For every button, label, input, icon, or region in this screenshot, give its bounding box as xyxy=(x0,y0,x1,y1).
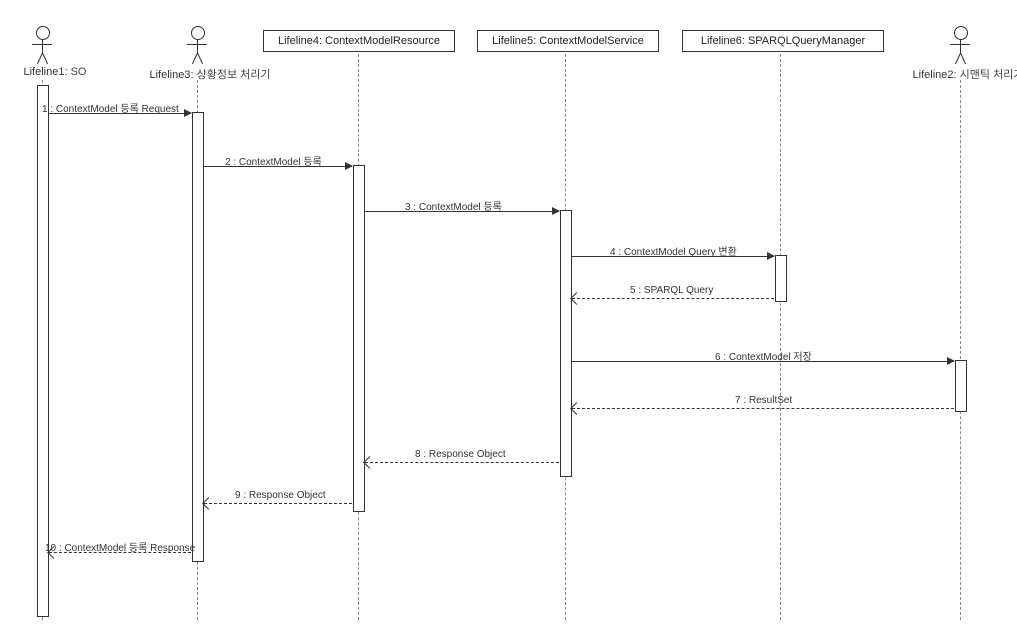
msg-7-arrow xyxy=(570,402,583,415)
msg-5-arrow xyxy=(570,292,583,305)
msg-2-label: 2 : ContextModel 등록 xyxy=(225,153,322,168)
msg-2-arrow xyxy=(345,162,353,170)
lifeline-L2-prefix: Lifeline2: xyxy=(913,69,957,81)
msg-6-label: 6 : ContextModel 저장 xyxy=(715,348,812,363)
activation-L3 xyxy=(192,112,204,562)
activation-L6 xyxy=(775,255,787,302)
lifeline-L5-label: Lifeline5: ContextModelService xyxy=(492,35,644,47)
activation-L2 xyxy=(955,360,967,412)
sequence-diagram: Lifeline1: SO Lifeline3: 상황정보 처리기 Lifeli… xyxy=(0,0,1017,625)
activation-L4 xyxy=(353,165,365,512)
msg-9-arrow xyxy=(202,497,215,510)
msg-6-arrow xyxy=(947,357,955,365)
msg-5-label: 5 : SPARQL Query xyxy=(630,285,713,296)
msg-4-arrow xyxy=(767,252,775,260)
msg-5-line xyxy=(572,298,774,299)
msg-1-arrow xyxy=(184,109,192,117)
msg-9-line xyxy=(204,503,352,504)
msg-7-label: 7 : ResultSet xyxy=(735,395,792,406)
activation-L1 xyxy=(37,85,49,617)
lifeline-L6-label: Lifeline6: SPARQLQueryManager xyxy=(701,35,865,47)
msg-3-arrow xyxy=(552,207,560,215)
msg-10-label: 10 : ContextModel 등록 Response xyxy=(45,539,195,554)
lifeline-L1-prefix: Lifeline1: xyxy=(23,66,67,78)
activation-L5 xyxy=(560,210,572,477)
lifeline-box-L6: Lifeline6: SPARQLQueryManager xyxy=(682,30,884,52)
lifeline-L3-prefix: Lifeline3: xyxy=(149,69,193,81)
lifeline-L4-label: Lifeline4: ContextModelResource xyxy=(278,35,440,47)
msg-9-label: 9 : Response Object xyxy=(235,490,326,501)
lifeline-dash-L2 xyxy=(960,80,961,620)
msg-4-label: 4 : ContextModel Query 변환 xyxy=(610,243,737,258)
msg-8-label: 8 : Response Object xyxy=(415,449,506,460)
msg-8-arrow xyxy=(363,456,376,469)
lifeline-L3-label: 상황정보 처리기 xyxy=(197,69,271,81)
msg-3-label: 3 : ContextModel 등록 xyxy=(405,198,502,213)
lifeline-L2-label: 시맨틱 처리기 xyxy=(960,69,1017,81)
lifeline-box-L5: Lifeline5: ContextModelService xyxy=(477,30,659,52)
msg-8-line xyxy=(365,462,559,463)
lifeline-box-L4: Lifeline4: ContextModelResource xyxy=(263,30,455,52)
lifeline-L1-label: SO xyxy=(71,66,87,78)
msg-7-line xyxy=(572,408,954,409)
msg-1-label: 1 : ContextModel 등록 Request xyxy=(42,100,179,115)
lifeline-dash-L6 xyxy=(780,54,781,620)
